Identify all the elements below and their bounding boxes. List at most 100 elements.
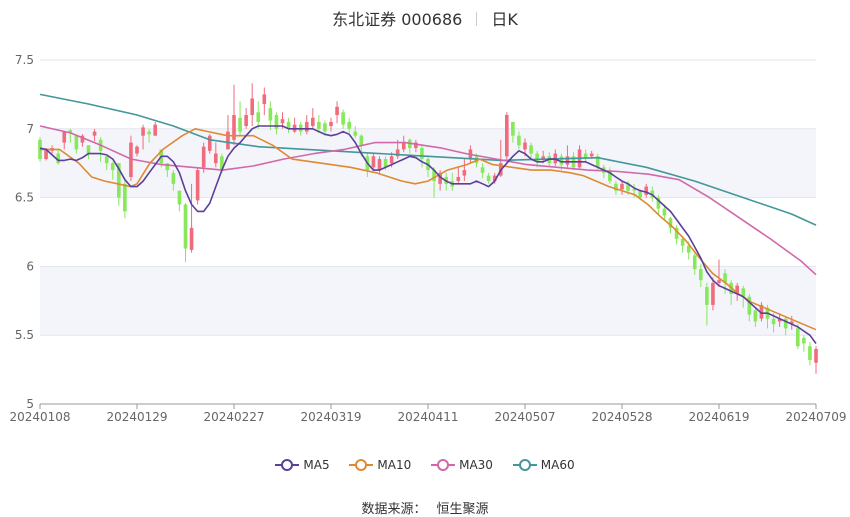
- candle-body: [783, 318, 788, 329]
- candle-body: [583, 153, 588, 160]
- candle-body: [68, 130, 73, 133]
- candle-body: [280, 119, 285, 124]
- candle-body: [656, 197, 661, 209]
- candle-body: [796, 328, 800, 347]
- candle-body: [620, 183, 624, 190]
- candle-body: [377, 159, 382, 171]
- stock-name: 东北证券 000686: [332, 10, 463, 29]
- candle-body: [492, 175, 497, 182]
- candle-body: [92, 131, 97, 136]
- candle-body: [395, 149, 400, 157]
- candle-body: [735, 285, 739, 294]
- candle-body: [371, 156, 376, 168]
- candle-body: [389, 156, 394, 164]
- candle-body: [220, 156, 224, 171]
- candle-body: [595, 156, 600, 168]
- candle-body: [789, 321, 794, 325]
- candle-body: [438, 172, 442, 184]
- candle-body: [207, 135, 212, 151]
- candle-body: [717, 280, 721, 283]
- legend-item-ma10[interactable]: MA10: [349, 458, 411, 472]
- candle-body: [165, 163, 170, 171]
- candle-body: [250, 98, 254, 116]
- candle-body: [86, 145, 91, 154]
- legend-item-ma30[interactable]: MA30: [431, 458, 493, 472]
- candle-body: [662, 208, 667, 216]
- chart-title: 东北证券 000686 日K: [0, 6, 850, 30]
- ma10-line: [40, 128, 817, 331]
- candle-body: [238, 117, 242, 132]
- y-tick-label: 7.5: [15, 53, 34, 67]
- candle-body: [347, 121, 351, 129]
- candle-body: [104, 156, 109, 164]
- candle-body: [177, 190, 182, 205]
- candle-body: [771, 318, 776, 325]
- candle-body: [353, 131, 358, 136]
- candle-body: [638, 190, 642, 198]
- x-tick-label: 20240411: [397, 410, 458, 424]
- candle-body: [117, 163, 121, 198]
- candle-body: [668, 218, 673, 228]
- candle-body: [226, 131, 230, 150]
- ma5-line: [39, 125, 817, 344]
- x-tick-label: 20240709: [785, 410, 846, 424]
- candle-body: [329, 121, 333, 127]
- legend-item-ma60[interactable]: MA60: [512, 458, 575, 472]
- candle-body: [674, 227, 679, 239]
- candle-body: [808, 346, 812, 360]
- candle-body: [747, 296, 752, 315]
- candle-body: [304, 121, 309, 132]
- candle-body: [680, 238, 685, 246]
- candle-body: [686, 245, 691, 253]
- candle-body: [565, 156, 570, 165]
- source-label: 数据来源：: [361, 502, 427, 517]
- candle-body: [80, 135, 85, 143]
- candle-body: [559, 156, 564, 165]
- legend-marker-icon: [431, 458, 456, 472]
- y-tick-label: 7: [26, 122, 34, 136]
- period-label: 日K: [491, 10, 518, 29]
- candle-body: [359, 135, 364, 146]
- candle-body: [777, 318, 782, 322]
- candle-body: [589, 153, 594, 157]
- candle-body: [44, 149, 48, 160]
- candle-body: [456, 176, 461, 182]
- candle-body: [420, 148, 424, 160]
- ma60-line: [39, 93, 817, 226]
- candle-body: [201, 146, 206, 168]
- candle-body: [141, 127, 145, 136]
- candle-body: [195, 170, 200, 201]
- source-value: 恒生聚源: [436, 502, 489, 517]
- candle-body: [414, 142, 418, 149]
- candle-body: [153, 124, 157, 136]
- candle-body: [274, 115, 279, 129]
- candle-body: [462, 170, 467, 176]
- candle-body: [626, 183, 630, 191]
- x-tick-label: 20240129: [106, 410, 167, 424]
- legend-label: MA5: [303, 458, 330, 472]
- y-tick-label: 5.5: [15, 328, 34, 342]
- grid-band: [40, 266, 816, 336]
- x-tick-label: 20240108: [9, 410, 70, 424]
- candle-body: [541, 156, 545, 160]
- candle-body: [486, 175, 491, 182]
- candle-body: [110, 163, 115, 171]
- candle-body: [632, 189, 636, 191]
- y-tick-label: 5: [26, 397, 34, 411]
- legend-label: MA60: [540, 458, 575, 472]
- candle-body: [814, 348, 818, 363]
- data-source: 数据来源： 恒生聚源: [0, 498, 850, 517]
- candle-body: [189, 227, 194, 250]
- candle-body: [802, 337, 806, 344]
- candle-body: [505, 115, 509, 157]
- candle-body: [383, 159, 388, 168]
- x-tick-label: 20240528: [591, 410, 652, 424]
- candle-body: [741, 288, 746, 297]
- candle-body: [335, 106, 339, 116]
- candle-body: [311, 117, 315, 127]
- legend-item-ma5[interactable]: MA5: [275, 458, 330, 472]
- candle-body: [644, 186, 649, 195]
- candle-body: [244, 115, 248, 127]
- candle-body: [523, 142, 527, 150]
